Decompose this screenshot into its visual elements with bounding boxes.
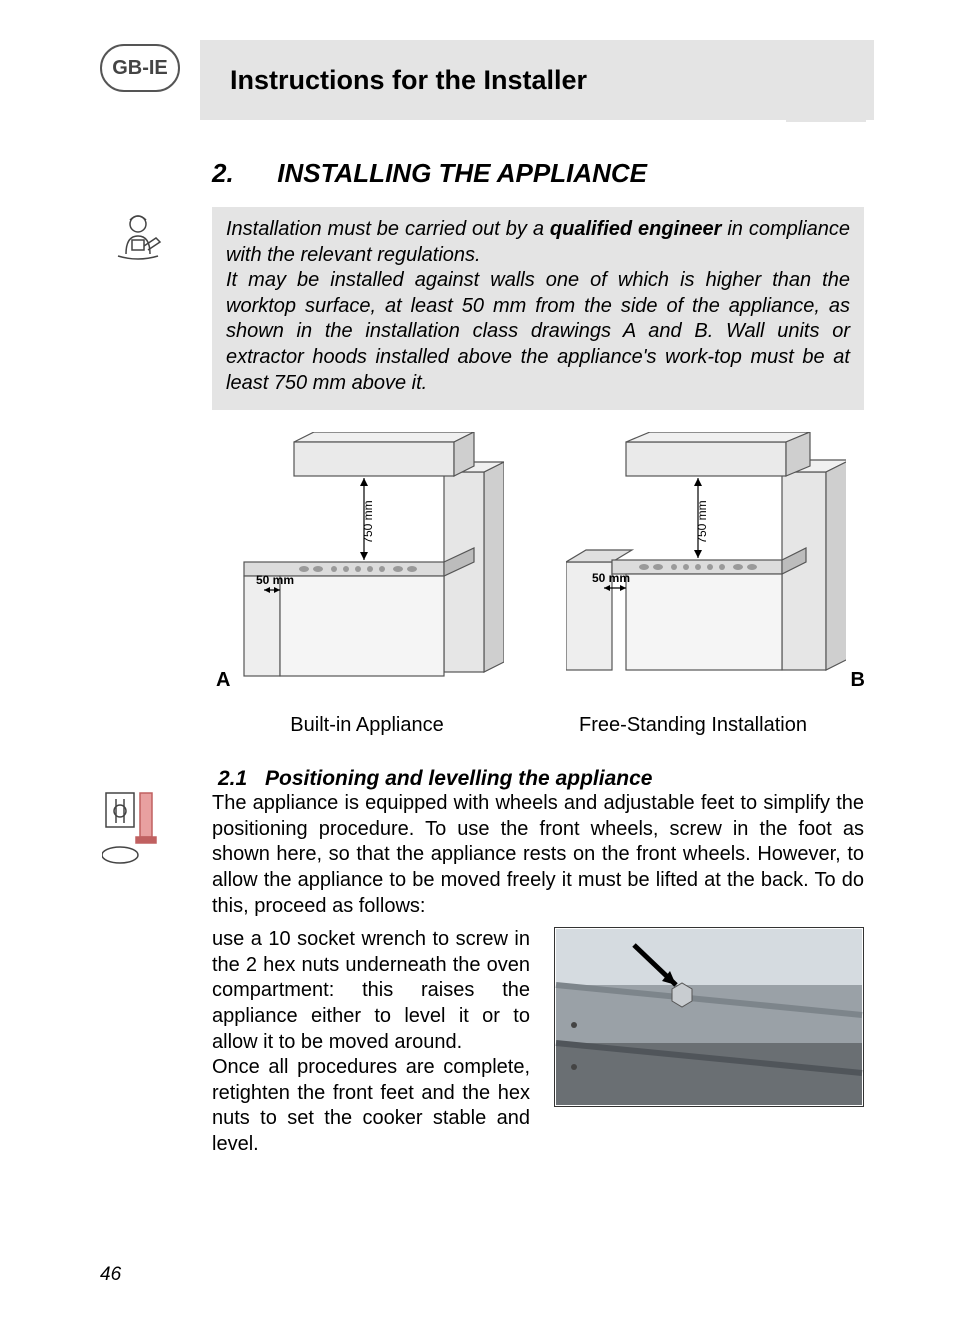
region-badge-label: GB-IE [112,57,168,80]
page-number: 46 [100,1264,121,1286]
caption-a: Built-in Appliance [212,714,522,737]
diagram-b-horiz-dim: 50 mm [592,571,630,585]
page-title: Instructions for the Installer [230,65,587,96]
section-title: INSTALLING THE APPLIANCE [277,158,647,188]
caution-text-1: Installation must be carried out by a [226,218,550,240]
subsection-title: Positioning and levelling the appliance [265,767,652,790]
caption-b: Free-Standing Installation [522,714,864,737]
diagram-b-label: B [850,669,864,692]
subsection-number: 2.1 [218,767,247,790]
header-band: Instructions for the Installer [200,40,874,120]
caution-note: Installation must be carried out by a qu… [212,207,864,410]
diagram-a-horiz-dim: 50 mm [256,573,294,587]
engineer-icon [108,206,168,266]
caution-bold: qualified engineer [550,218,722,240]
installation-diagrams: A [212,432,864,692]
section-heading: 2. INSTALLING THE APPLIANCE [212,158,864,189]
diagram-b: 750 mm 50 mm [566,432,846,692]
subsection-heading: 2.1 Positioning and levelling the applia… [218,767,864,791]
para-1: The appliance is equipped with wheels an… [212,791,864,919]
section-number: 2. [212,158,270,189]
region-badge: GB-IE [100,44,180,92]
diagram-a: 750 mm 50 mm [234,432,504,692]
caution-text-2: in compliance with the relevant regulati… [226,218,850,394]
diagram-captions: Built-in Appliance Free-Standing Install… [212,714,864,737]
diagram-a-label: A [216,669,230,692]
levelling-foot-icon [102,789,172,869]
diagram-a-vertical-dim: 750 mm [361,500,375,543]
diagram-b-vertical-dim: 750 mm [695,500,709,543]
para-2: use a 10 socket wrench to screw in the 2… [212,927,530,1157]
hex-nut-photo [554,927,864,1112]
